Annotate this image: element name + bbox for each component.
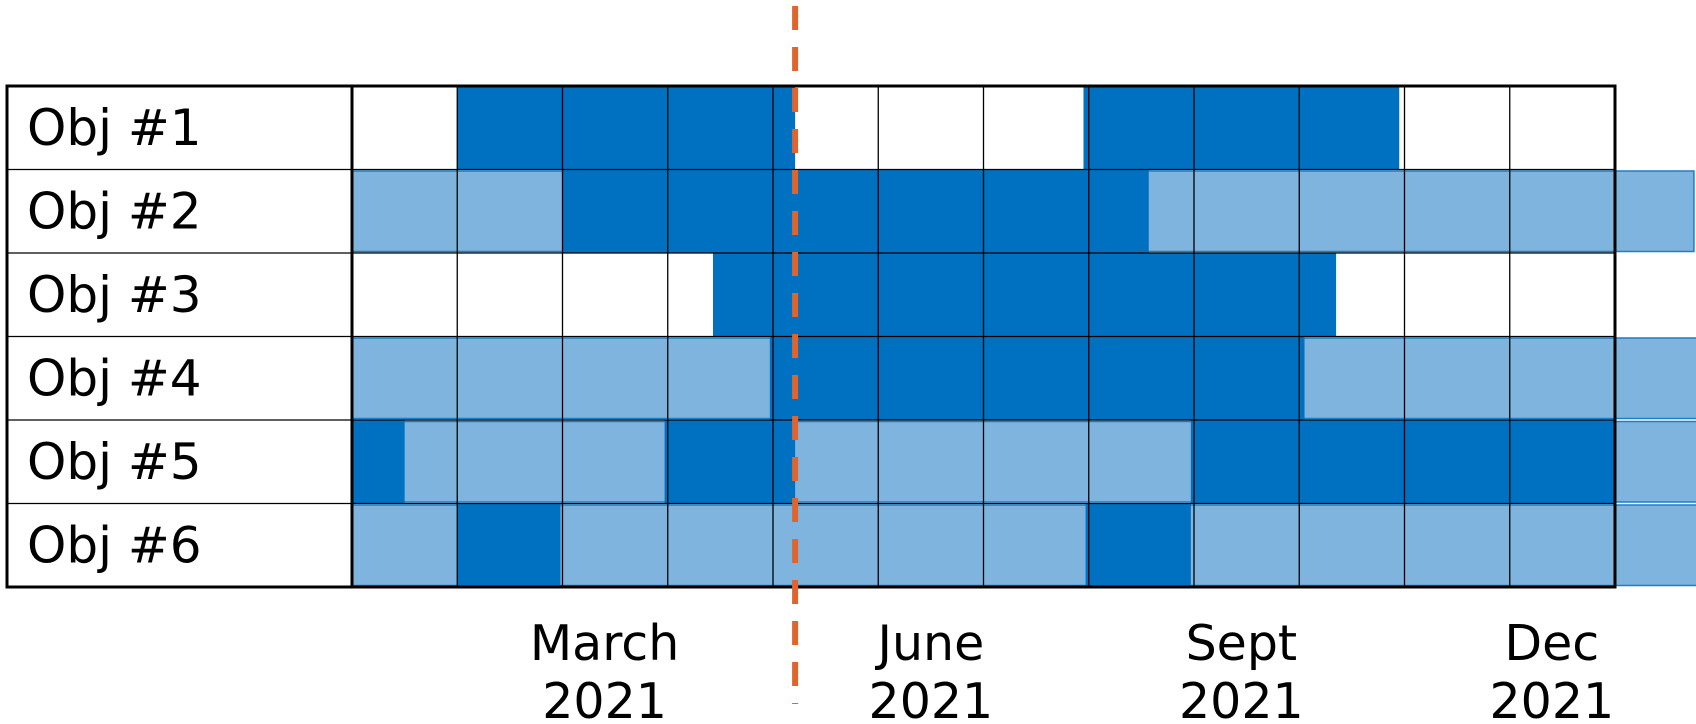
- row-labels: Obj #1 Obj #2 Obj #3 Obj #4 Obj #5 Obj #6: [27, 99, 202, 575]
- dark-bar-row1-1: [457, 86, 796, 169]
- dark-bar-row1-2: [1083, 86, 1400, 169]
- x-axis-label-3-month: Sept: [1186, 615, 1298, 672]
- dark-bar-row3-1: [713, 253, 1337, 336]
- dark-bar-row5-1: [352, 420, 405, 503]
- grid-frame: [5, 84, 1617, 589]
- x-axis-label-4-year: 2021: [1489, 673, 1614, 724]
- x-axis-label-1-year: 2021: [542, 673, 667, 724]
- dark-bars-layer: [352, 86, 1615, 587]
- dark-bar-row6-2: [1085, 504, 1191, 587]
- row-label-6: Obj #6: [27, 516, 202, 574]
- timeline-grid: [5, 84, 1617, 589]
- row-label-3: Obj #3: [27, 266, 202, 324]
- dark-bar-row2-1: [562, 170, 1149, 253]
- x-axis-label-1-month: March: [530, 615, 679, 672]
- dark-bar-row5-2: [664, 420, 796, 503]
- row-label-5: Obj #5: [27, 433, 202, 491]
- row-label-2: Obj #2: [27, 182, 202, 240]
- x-axis-label-2-month: June: [875, 615, 985, 672]
- row-label-4: Obj #4: [27, 349, 202, 407]
- dark-bar-row4-1: [769, 337, 1305, 420]
- x-axis-label-2-year: 2021: [869, 673, 994, 724]
- light-bar-row6-1: [351, 504, 1696, 587]
- x-axis-label-4-month: Dec: [1504, 615, 1599, 672]
- row-label-1: Obj #1: [27, 99, 202, 157]
- x-axis-label-3-year: 2021: [1179, 673, 1304, 724]
- dark-bar-row5-3: [1190, 420, 1615, 503]
- dark-bar-row6-1: [457, 504, 561, 587]
